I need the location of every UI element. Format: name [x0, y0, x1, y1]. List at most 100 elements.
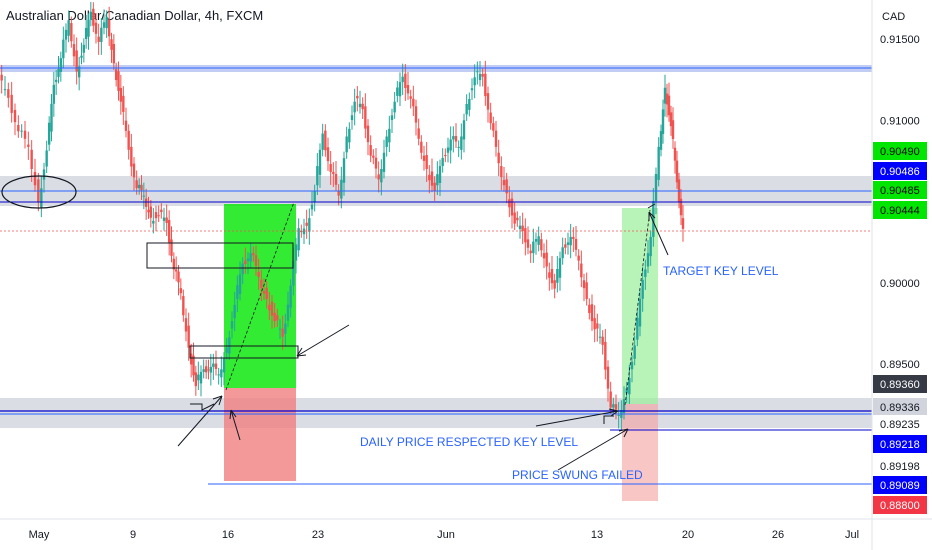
- candle-body: [276, 315, 279, 321]
- candle-body: [401, 76, 404, 83]
- candle-body: [84, 27, 88, 39]
- candle-body: [212, 363, 215, 367]
- candle-body: [122, 95, 125, 112]
- candle-body: [425, 155, 428, 169]
- price-label: 0.90486: [880, 166, 920, 178]
- candle-body: [194, 372, 198, 387]
- candle-body: [75, 50, 78, 72]
- candle-body: [225, 347, 228, 353]
- candle-body: [160, 209, 163, 213]
- projection-line-2: [624, 209, 651, 406]
- arrow-down: [230, 409, 241, 441]
- candle-body: [241, 263, 244, 275]
- candle-body: [537, 236, 540, 245]
- candle-body: [577, 255, 580, 261]
- arrow-swung-failed: [557, 428, 629, 471]
- candle-body: [114, 69, 118, 81]
- x-tick-label: 26: [772, 529, 784, 541]
- candle-body: [332, 171, 335, 174]
- price-label-bg: [873, 476, 927, 494]
- candle-body: [135, 180, 138, 189]
- arrow-down-head: [229, 409, 237, 420]
- candle-body: [127, 130, 130, 150]
- candle-body: [170, 239, 173, 256]
- candle-body: [300, 231, 303, 233]
- candle-body: [446, 147, 450, 153]
- candle-body: [7, 89, 10, 98]
- candle-body: [462, 120, 466, 140]
- candle-body: [112, 43, 116, 64]
- y-tick-label: 0.91000: [880, 115, 920, 127]
- candle-body: [590, 304, 594, 322]
- candle-body: [308, 218, 311, 232]
- candle-body: [179, 288, 183, 294]
- candle-body: [521, 225, 524, 232]
- candle-body: [361, 103, 364, 110]
- candle-body: [157, 215, 160, 217]
- candle-body: [297, 228, 300, 251]
- candle-body: [481, 73, 484, 77]
- candle-body: [326, 147, 330, 162]
- price-label: 0.89360: [880, 379, 920, 391]
- candle-body: [628, 377, 631, 395]
- candle-body: [197, 374, 200, 381]
- candle-body: [0, 74, 3, 81]
- candle-body: [358, 103, 362, 108]
- candle-body: [353, 101, 356, 113]
- candle-body: [67, 20, 70, 36]
- candle-body: [52, 84, 56, 104]
- price-label-bg: [873, 181, 927, 199]
- candle-body: [659, 131, 663, 150]
- candle-body: [305, 222, 308, 226]
- candle-body: [77, 66, 81, 78]
- x-tick-label: Jun: [437, 529, 455, 541]
- candle-body: [393, 101, 396, 113]
- price-label-bg: [873, 457, 927, 475]
- candle-body: [47, 122, 51, 145]
- candle-body: [452, 136, 455, 140]
- candle-body: [582, 280, 586, 289]
- candle-body: [177, 271, 180, 283]
- arrow-daily-respected: [535, 410, 619, 427]
- candle-body: [100, 27, 103, 42]
- candle-body: [556, 268, 559, 283]
- price-label: 0.88800: [880, 500, 920, 512]
- candle-body: [390, 115, 394, 121]
- candle-body: [529, 250, 532, 254]
- candle-body: [630, 361, 634, 370]
- y-tick-label: 0.90000: [880, 278, 920, 290]
- candle-body: [369, 145, 372, 156]
- candle-body: [246, 258, 250, 262]
- candle-body: [473, 77, 476, 86]
- candle-body: [396, 87, 399, 96]
- candle-body: [350, 115, 354, 121]
- candle-body: [281, 328, 284, 337]
- candle-body: [137, 184, 141, 189]
- candle-body: [625, 388, 628, 394]
- arrow-target: [648, 211, 669, 256]
- chart-title: Australian Dollar/Canadian Dollar, 4h, F…: [6, 8, 264, 23]
- candle-body: [337, 190, 340, 196]
- candle-body: [10, 94, 13, 113]
- candle-body: [214, 363, 218, 369]
- candle-body: [192, 355, 195, 376]
- candle-body: [518, 225, 522, 230]
- candle-body: [147, 209, 150, 213]
- candle-body: [340, 179, 343, 199]
- candle-body: [593, 318, 596, 330]
- candle-body: [478, 73, 482, 81]
- candle-body: [107, 19, 111, 37]
- candle-body: [614, 404, 618, 410]
- candle-body: [508, 199, 511, 208]
- candle-body: [57, 69, 60, 77]
- candle-body: [380, 169, 383, 183]
- highlight-ellipse: [1, 175, 77, 209]
- candle-body: [189, 353, 193, 365]
- candle-body: [468, 99, 471, 110]
- candle-body: [644, 269, 647, 277]
- candle-body: [534, 238, 538, 242]
- candle-body: [356, 95, 359, 99]
- candle-body: [569, 236, 572, 246]
- candle-body: [97, 36, 100, 42]
